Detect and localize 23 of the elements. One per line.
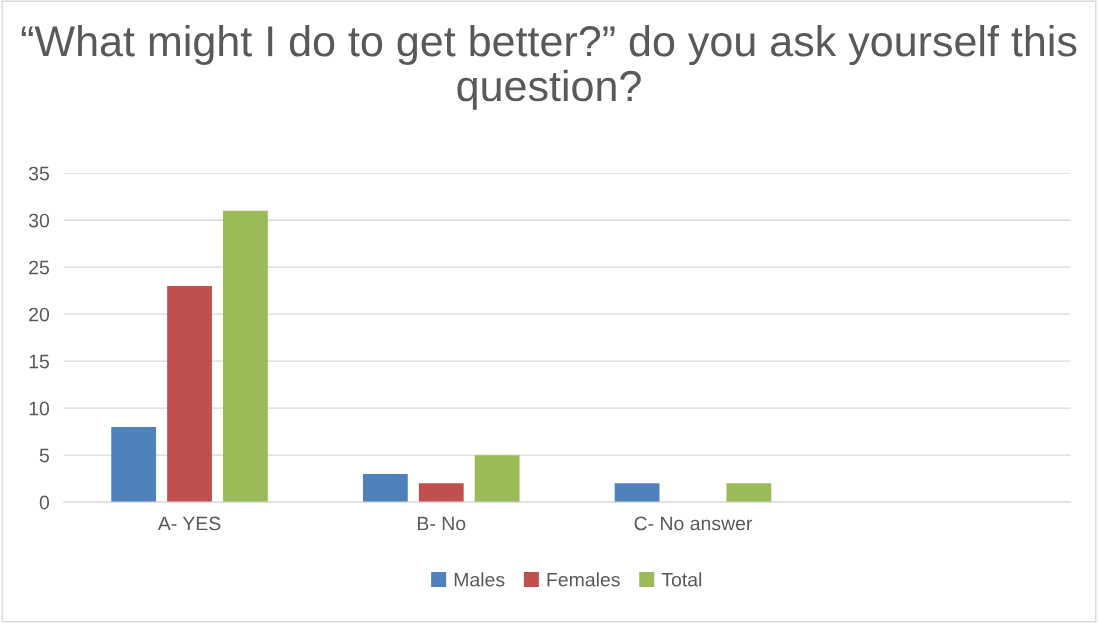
y-tick-label: 10 (29, 401, 50, 416)
legend-label: Males (454, 572, 505, 587)
y-tick-label: 15 (29, 354, 49, 369)
y-tick-label: 20 (29, 307, 50, 322)
bar (111, 426, 157, 503)
y-tick-label: 25 (29, 260, 49, 275)
y-tick-label: 0 (39, 495, 50, 510)
bar (418, 483, 464, 503)
bar (223, 210, 268, 503)
x-tick-label: B- No (418, 516, 466, 531)
y-tick-label: 30 (28, 213, 50, 228)
bar (362, 473, 408, 503)
legend-label: Females (547, 572, 620, 587)
bar (474, 455, 520, 503)
chart-title: “What might I do to get better?” do you ask yourself this question? (21, 24, 1077, 110)
x-tick-label: C- No answer (634, 516, 753, 531)
legend-label: Total (661, 572, 702, 587)
bar (726, 483, 772, 503)
x-tick-label: A- YES (157, 516, 221, 531)
y-tick-label: 5 (39, 448, 49, 463)
bar (167, 285, 212, 503)
bar (614, 483, 660, 503)
y-tick-label: 35 (28, 166, 49, 181)
